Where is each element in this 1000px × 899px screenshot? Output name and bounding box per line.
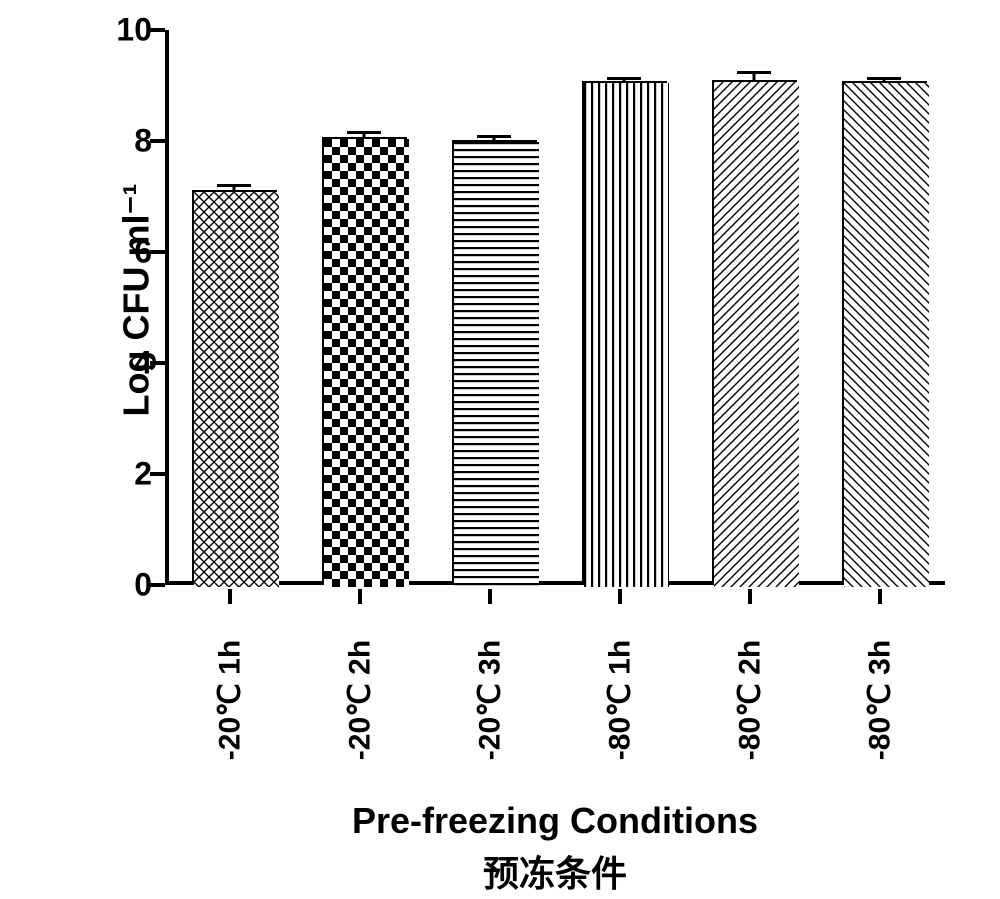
x-tick-mark — [488, 589, 492, 604]
y-tick-label: 10 — [116, 12, 152, 49]
y-tick-mark — [150, 361, 165, 365]
y-tick-mark — [150, 28, 165, 32]
error-bar-cap — [867, 77, 901, 80]
y-tick-mark — [150, 472, 165, 476]
y-axis-label: Log CFU ml⁻¹ — [115, 184, 157, 417]
x-tick-label: -20℃ 1h — [213, 640, 248, 760]
bar-chart: Log CFU ml⁻¹ 0246810 -20℃ 1h-20℃ 2h-20℃ … — [0, 0, 1000, 899]
y-tick-mark — [150, 583, 165, 587]
y-tick-mark — [150, 250, 165, 254]
plot-area — [165, 30, 945, 585]
bar — [842, 81, 927, 585]
x-tick-mark — [618, 589, 622, 604]
error-bar-cap — [217, 184, 251, 187]
error-bar-cap — [607, 77, 641, 80]
x-axis-title-cn: 预冻条件 — [165, 845, 945, 897]
error-bar-cap — [347, 131, 381, 134]
error-bar-cap — [477, 135, 511, 138]
bar — [712, 80, 797, 585]
y-tick-mark — [150, 139, 165, 143]
x-tick-mark — [358, 589, 362, 604]
x-tick-label: -80℃ 1h — [603, 640, 638, 760]
bar — [452, 140, 537, 585]
error-bar-cap — [737, 71, 771, 74]
bar — [192, 190, 277, 585]
x-tick-mark — [748, 589, 752, 604]
x-tick-label: -20℃ 2h — [343, 640, 378, 760]
x-tick-mark — [228, 589, 232, 604]
bar — [582, 81, 667, 585]
bar — [322, 137, 407, 585]
x-axis-title-en: Pre-freezing Conditions — [165, 800, 945, 842]
x-tick-label: -80℃ 3h — [863, 640, 898, 760]
x-tick-label: -20℃ 3h — [473, 640, 508, 760]
x-tick-mark — [878, 589, 882, 604]
x-tick-label: -80℃ 2h — [733, 640, 768, 760]
